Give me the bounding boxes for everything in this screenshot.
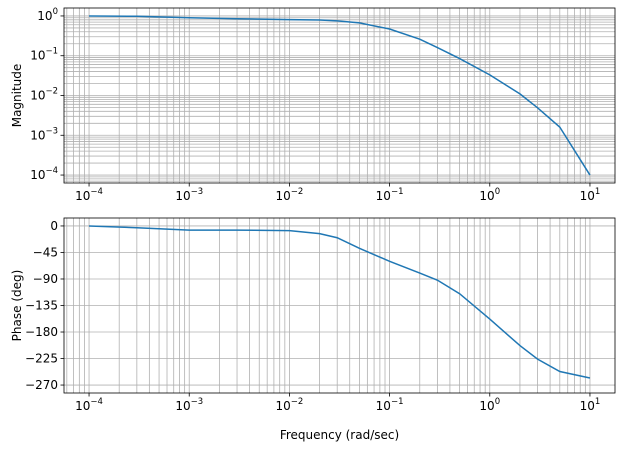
phase-grid: [64, 218, 615, 393]
magnitude-y-tick-label: 100: [37, 7, 58, 23]
phase-y-tick-label: −180: [25, 325, 58, 339]
phase-x-tick-label: 10−2: [276, 397, 304, 413]
phase-y-axis-label: Phase (deg): [10, 270, 24, 342]
phase-x-axis-label: Frequency (rad/sec): [280, 428, 399, 442]
magnitude-series-line: [89, 15, 591, 176]
magnitude-x-tick-label: 100: [479, 187, 500, 203]
magnitude-x-tick-label: 101: [580, 187, 601, 203]
phase-x-tick-label: 10−1: [376, 397, 404, 413]
phase-series-line: [89, 225, 591, 379]
phase-plot: 10−4 10−3 10−2 10−1 100 101 0 −45 −90 −135 −180 −22…: [10, 217, 616, 442]
magnitude-x-tick-label: 10−4: [75, 187, 103, 203]
magnitude-y-tick-label: 10−4: [30, 166, 58, 182]
phase-x-tick-label: 10−3: [175, 397, 203, 413]
magnitude-y-tick-label: 10−2: [30, 87, 58, 103]
phase-y-tick-label: −135: [25, 299, 58, 313]
phase-x-tick-label: 10−4: [75, 397, 103, 413]
phase-y-tick-label: −90: [33, 272, 58, 286]
phase-y-tick-label: −225: [25, 352, 58, 366]
magnitude-y-tick-label: 10−1: [30, 47, 58, 63]
magnitude-y-tick-label: 10−3: [30, 126, 58, 142]
magnitude-x-tick-label: 10−3: [175, 187, 203, 203]
magnitude-x-tick-label: 10−1: [376, 187, 404, 203]
phase-y-tick-label: 0: [50, 219, 58, 233]
phase-y-tick-label: −45: [33, 245, 58, 259]
phase-x-tick-label: 101: [580, 397, 601, 413]
magnitude-x-tick-label: 10−2: [276, 187, 304, 203]
magnitude-plot: 10−4 10−3 10−2 10−1 100 101 10−4 10−3 10−2 10−1 10…: [10, 7, 616, 203]
phase-y-tick-label: −270: [25, 378, 58, 392]
magnitude-grid: [64, 8, 615, 183]
phase-x-tick-label: 100: [479, 397, 500, 413]
magnitude-y-axis-label: Magnitude: [10, 64, 24, 128]
